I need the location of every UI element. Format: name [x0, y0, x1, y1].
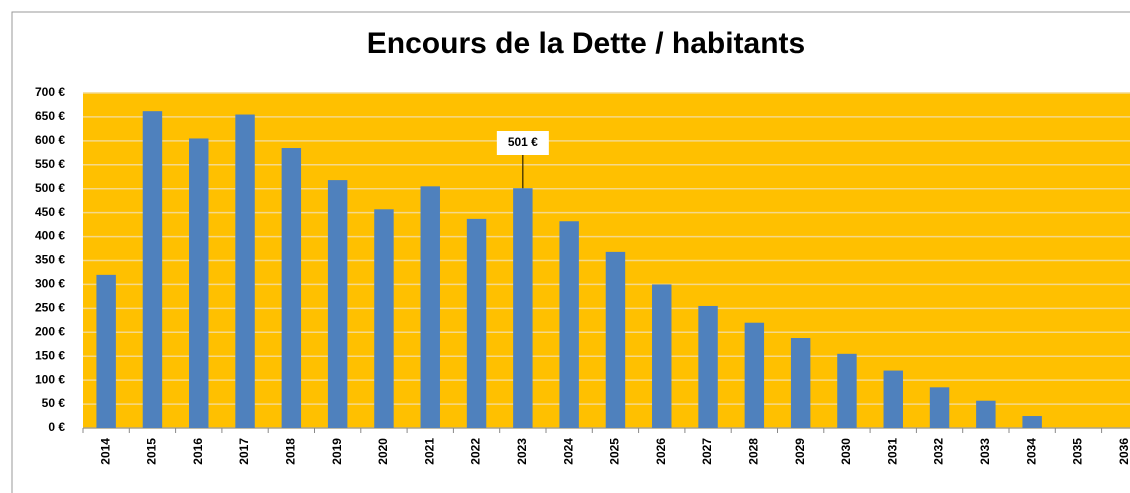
bar [374, 209, 394, 428]
y-tick-label: 400 € [35, 229, 65, 243]
x-tick-label: 2027 [700, 438, 714, 465]
x-tick-label: 2026 [654, 438, 668, 465]
bar [652, 284, 672, 428]
x-tick-label: 2034 [1024, 438, 1038, 465]
y-tick-label: 200 € [35, 324, 65, 338]
label-box [496, 131, 549, 155]
data-label: 501 € [508, 135, 538, 149]
x-tick-label: 2030 [839, 438, 853, 465]
bar [976, 400, 996, 428]
bar [744, 322, 765, 428]
x-tick-label: 2014 [98, 438, 112, 465]
bar [837, 353, 857, 428]
x-tick-label: 2017 [237, 438, 251, 465]
y-tick-label: 50 € [42, 396, 66, 410]
bar [513, 188, 533, 428]
bar [929, 387, 950, 428]
chart-title: Encours de la Dette / habitants [367, 27, 805, 60]
bar [420, 186, 440, 428]
bar [559, 221, 579, 428]
bar [698, 305, 718, 428]
x-tick-label: 2036 [1117, 438, 1130, 465]
x-tick-label: 2023 [515, 438, 529, 465]
bar [605, 251, 626, 428]
bar [281, 148, 302, 429]
x-tick-label: 2021 [422, 438, 436, 465]
x-tick-label: 2015 [145, 438, 159, 465]
x-tick-label: 2022 [469, 438, 483, 465]
x-tick-label: 2016 [191, 438, 205, 465]
bar [790, 338, 811, 428]
y-tick-label: 700 € [35, 85, 65, 99]
x-tick-label: 2019 [330, 438, 344, 465]
x-tick-label: 2018 [284, 438, 298, 465]
bar [142, 111, 163, 428]
x-tick-label: 2020 [376, 438, 390, 465]
bar [883, 370, 903, 428]
x-tick-label: 2033 [978, 438, 992, 465]
y-tick-label: 550 € [35, 157, 65, 171]
x-tick-label: 2025 [608, 438, 622, 465]
x-tick-label: 2032 [932, 438, 946, 465]
x-tick-label: 2024 [561, 438, 575, 465]
x-tick-label: 2028 [747, 438, 761, 465]
bar [466, 218, 487, 428]
bar [1022, 416, 1042, 428]
x-tick-label: 2029 [793, 438, 807, 465]
y-tick-label: 0 € [48, 420, 65, 434]
y-tick-label: 600 € [35, 133, 65, 147]
y-tick-label: 350 € [35, 253, 65, 267]
x-tick-label: 2031 [885, 438, 899, 465]
bar [189, 138, 209, 428]
y-tick-label: 650 € [35, 109, 65, 123]
y-tick-label: 100 € [35, 372, 65, 386]
y-tick-label: 300 € [35, 277, 65, 291]
bar [235, 114, 255, 429]
bar [327, 180, 348, 428]
y-tick-label: 250 € [35, 301, 65, 315]
bar [96, 274, 116, 428]
x-tick-label: 2035 [1071, 438, 1085, 465]
y-tick-label: 150 € [35, 348, 65, 362]
y-tick-label: 500 € [35, 181, 65, 195]
y-tick-label: 450 € [35, 205, 65, 219]
